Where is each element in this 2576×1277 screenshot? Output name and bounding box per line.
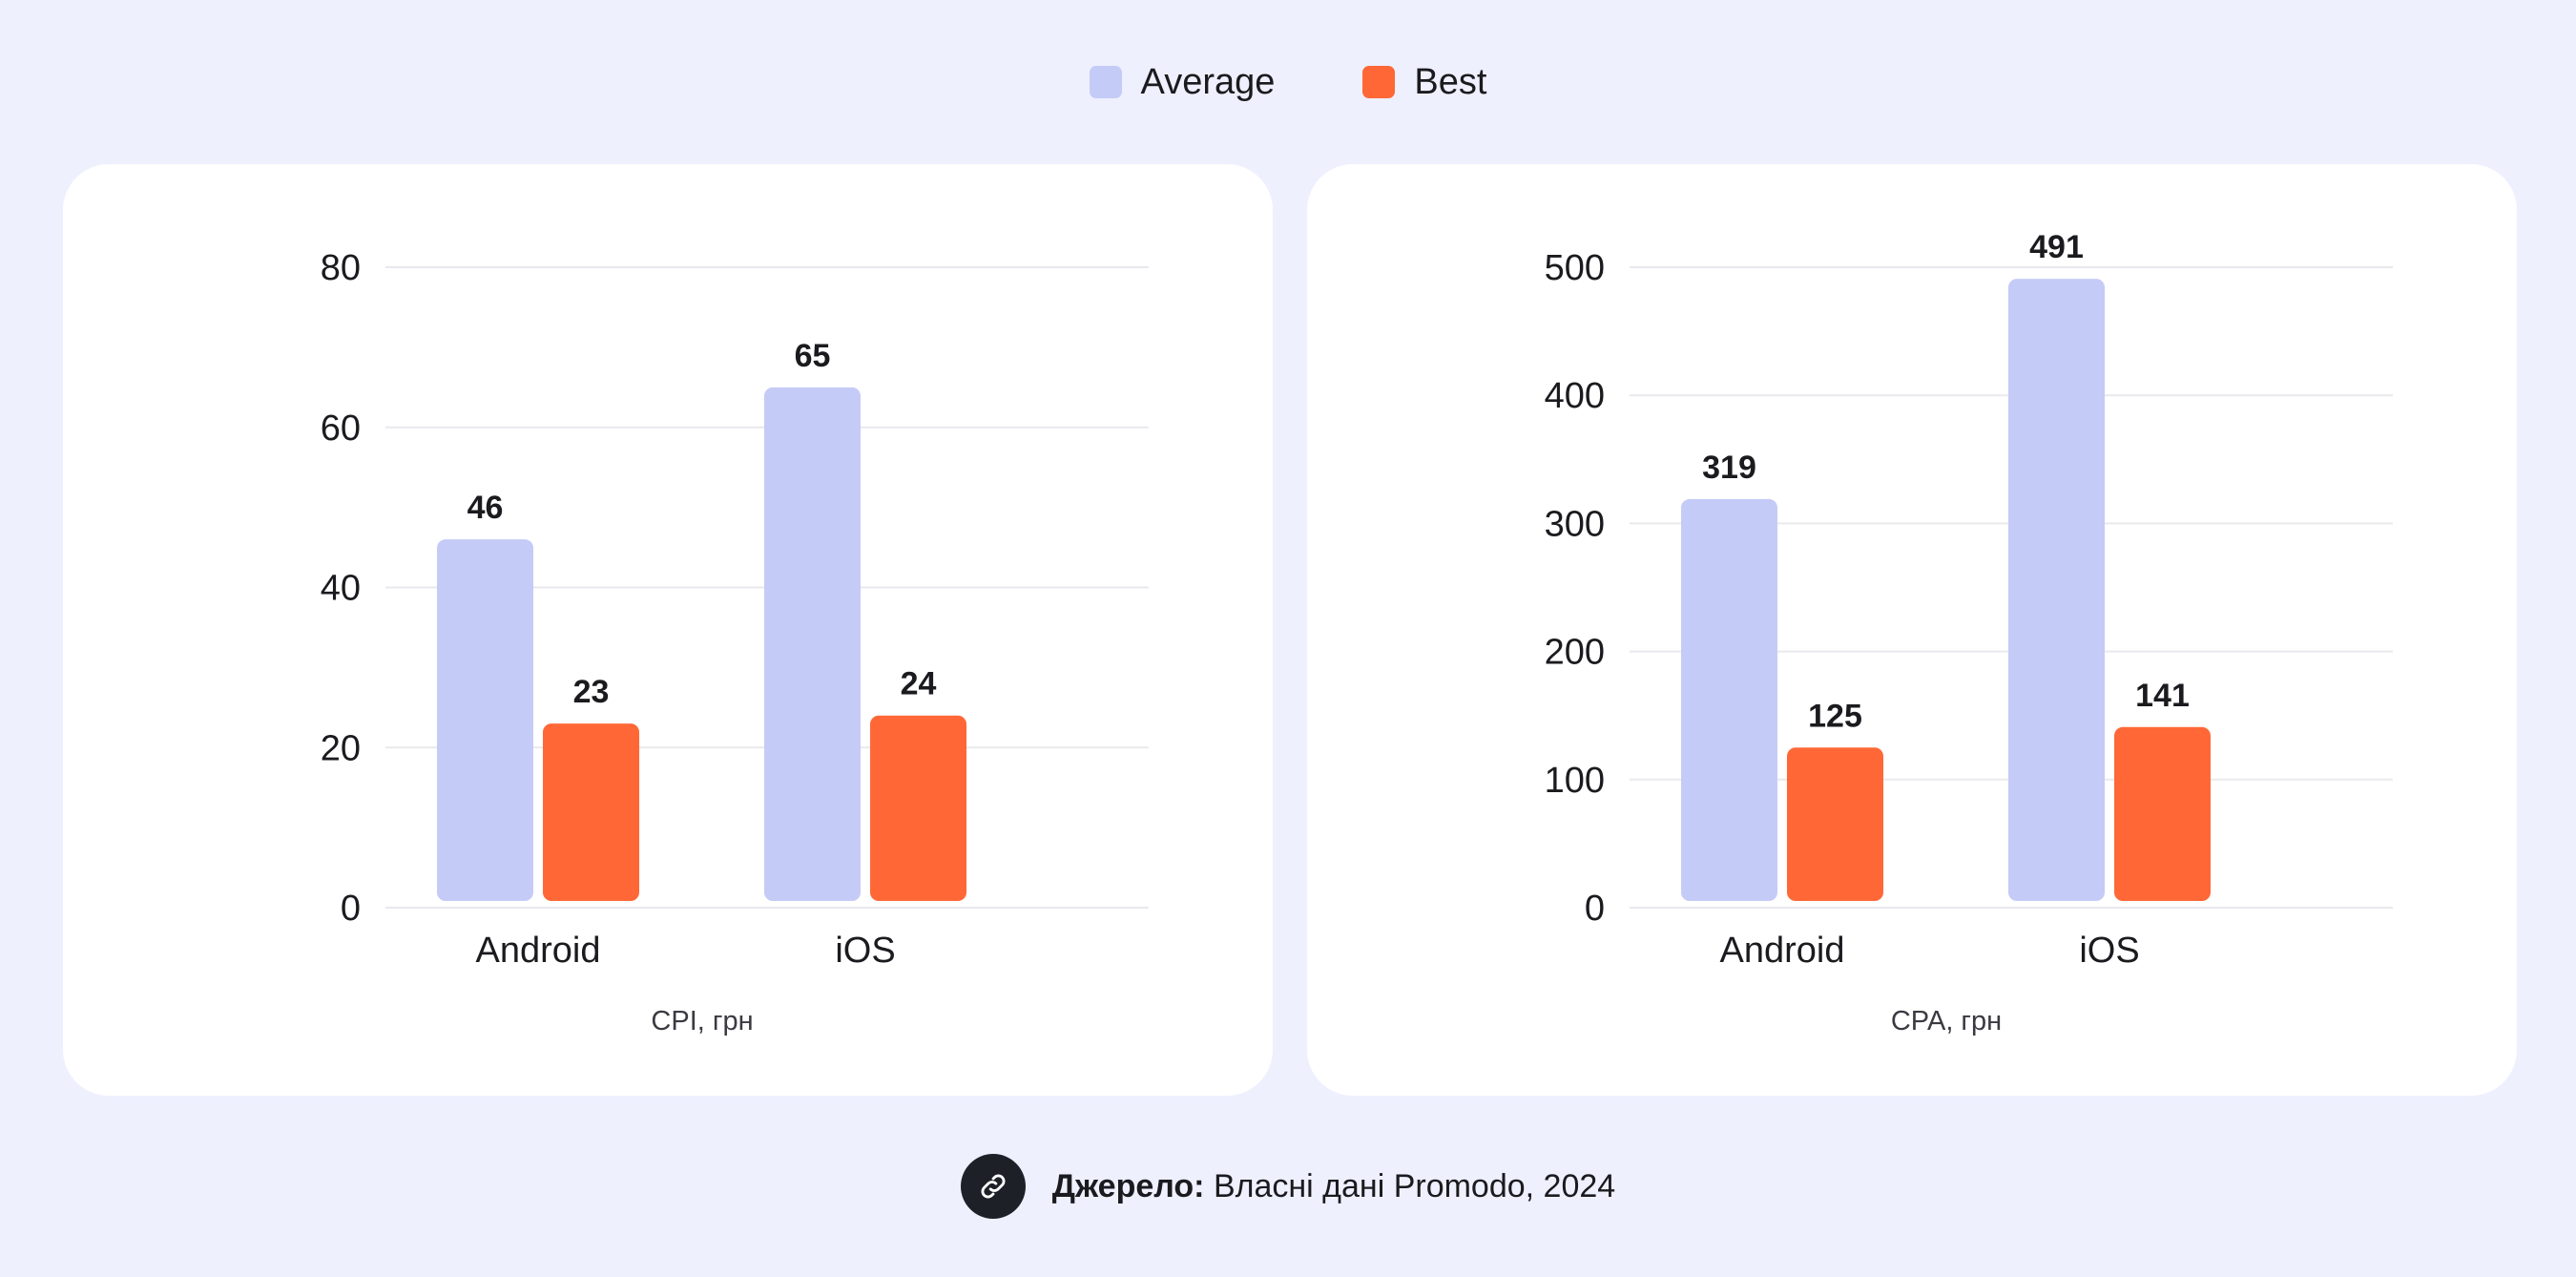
category-label: iOS: [835, 931, 895, 971]
link-icon[interactable]: [960, 1154, 1026, 1219]
y-tick-label: 80: [321, 248, 361, 288]
bar-best-ios: [2114, 726, 2211, 901]
source-footer: Джерело: Власні дані Promodo, 2024: [0, 1153, 2576, 1220]
cpa-chart-card: 0 100 200 300 400 500 319 125 Android 491 141 iOS CP…: [1307, 164, 2517, 1096]
category-label: iOS: [2079, 931, 2139, 971]
legend-label-best: Best: [1414, 61, 1487, 102]
y-tick-label: 500: [1545, 248, 1605, 288]
y-tick-label: 60: [321, 408, 361, 449]
cpi-chart-card: 0 20 40 60 80 46 23 Android 65 24 iOS CPI, грн: [63, 164, 1273, 1096]
y-tick-label: 40: [321, 569, 361, 609]
legend-item-best: Best: [1362, 62, 1486, 103]
cpa-chart: 0 100 200 300 400 500 319 125 Android 491 141 iOS CP…: [1545, 229, 2393, 1036]
y-tick-label: 200: [1545, 633, 1605, 673]
bar-best-android: [543, 723, 639, 901]
category-label: Android: [476, 931, 601, 971]
bar-average-android: [1681, 498, 1777, 901]
bar-average-ios: [2008, 279, 2105, 901]
y-tick-label: 300: [1545, 504, 1605, 544]
bar-average-ios: [764, 387, 861, 901]
legend-label-average: Average: [1140, 61, 1276, 102]
category-label: Android: [1720, 931, 1845, 971]
legend-item-average: Average: [1089, 61, 1276, 103]
bar-value-label: 125: [1808, 698, 1862, 734]
bar-value-label: 46: [467, 490, 504, 526]
source-text: Джерело: Власні дані Promodo, 2024: [1052, 1168, 1615, 1205]
source-label: Джерело:: [1051, 1167, 1205, 1204]
y-tick-label: 400: [1545, 376, 1605, 416]
bar-best-android: [1787, 747, 1883, 901]
legend-swatch-average: [1089, 66, 1122, 98]
bar-value-label: 23: [573, 674, 610, 710]
y-tick-label: 20: [321, 728, 361, 768]
bar-value-label: 24: [901, 666, 937, 702]
bar-value-label: 319: [1702, 450, 1756, 486]
x-axis-label: CPI, грн: [651, 1006, 753, 1036]
legend-swatch-best: [1362, 66, 1396, 98]
x-axis-label: CPA, грн: [1891, 1006, 2002, 1036]
bar-value-label: 141: [2135, 678, 2190, 714]
y-tick-label: 0: [1585, 889, 1605, 929]
cpi-chart: 0 20 40 60 80 46 23 Android 65 24 iOS CPI, грн: [321, 248, 1149, 1036]
y-tick-label: 0: [341, 889, 361, 929]
source-value: Власні дані Promodo, 2024: [1213, 1167, 1616, 1204]
bar-value-label: 65: [795, 338, 831, 374]
chart-legend: Average Best: [0, 55, 2576, 109]
bar-best-ios: [870, 715, 966, 901]
y-tick-label: 100: [1545, 761, 1605, 801]
bar-average-android: [437, 539, 533, 901]
bar-value-label: 491: [2029, 229, 2084, 265]
